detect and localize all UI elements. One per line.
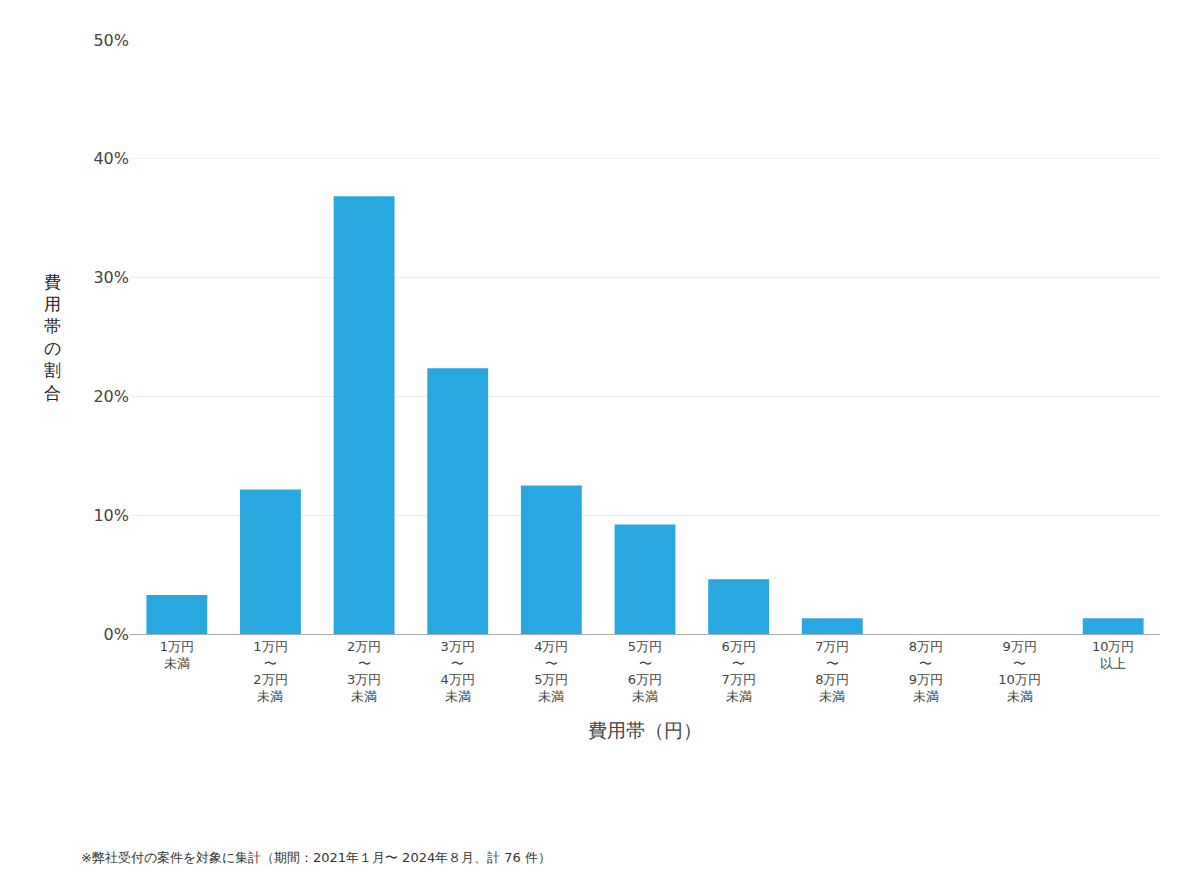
svg-text:費用帯の割合: 費用帯の割合 (44, 272, 61, 403)
svg-text:9万円〜10万円未満: 9万円〜10万円未満 (998, 639, 1041, 705)
svg-text:1万円〜2万円未満: 1万円〜2万円未満 (253, 639, 287, 705)
svg-text:30%: 30% (93, 268, 129, 287)
svg-text:5万円〜6万円未満: 5万円〜6万円未満 (628, 639, 662, 705)
svg-text:1万円未満: 1万円未満 (160, 639, 194, 671)
svg-text:8万円〜9万円未満: 8万円〜9万円未満 (909, 639, 943, 705)
svg-text:費用帯（円）: 費用帯（円） (588, 719, 702, 741)
svg-text:2万円〜3万円未満: 2万円〜3万円未満 (347, 639, 381, 705)
svg-text:0%: 0% (104, 625, 129, 644)
svg-text:※弊社受付の案件を対象に集計（期間：2021年１月〜 202: ※弊社受付の案件を対象に集計（期間：2021年１月〜 2024年８月、計 76 … (81, 850, 551, 865)
svg-text:4万円〜5万円未満: 4万円〜5万円未満 (534, 639, 568, 705)
svg-text:10%: 10% (93, 506, 129, 525)
svg-text:50%: 50% (93, 31, 129, 50)
svg-text:20%: 20% (93, 387, 129, 406)
svg-text:6万円〜7万円未満: 6万円〜7万円未満 (721, 639, 755, 705)
svg-text:7万円〜8万円未満: 7万円〜8万円未満 (815, 639, 849, 705)
svg-text:40%: 40% (93, 149, 129, 168)
svg-text:10万円以上: 10万円以上 (1092, 639, 1135, 671)
svg-text:3万円〜4万円未満: 3万円〜4万円未満 (441, 639, 475, 705)
